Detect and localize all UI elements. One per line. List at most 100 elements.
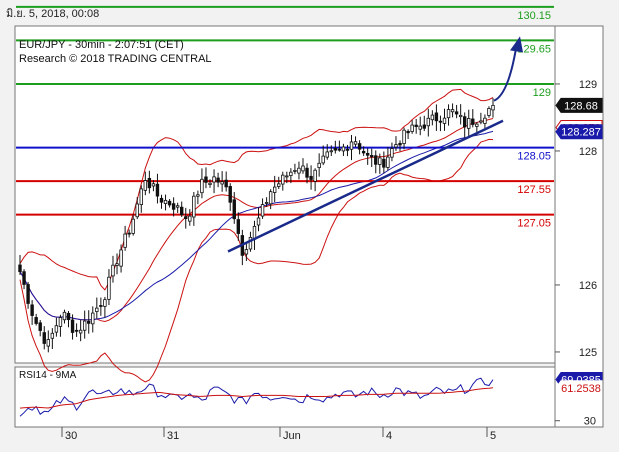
candle-body — [42, 332, 46, 344]
candle-body — [414, 124, 418, 127]
candle-body — [426, 117, 431, 127]
candle-body — [244, 249, 249, 255]
candle-body — [188, 215, 192, 222]
candle-body — [74, 329, 79, 332]
candle-body — [454, 111, 459, 115]
candle-body — [54, 325, 59, 333]
rsi-label-text: 61.2538 — [561, 383, 601, 395]
candle-body — [139, 188, 143, 205]
candle-body — [50, 332, 55, 339]
candle-body — [309, 175, 313, 180]
candle-body — [398, 142, 402, 146]
chart-title: EUR/JPY - 30min - 2:07:51 (CET) — [19, 39, 184, 51]
candle-body — [394, 144, 398, 148]
candle-body — [192, 195, 196, 218]
candle-body — [30, 304, 34, 316]
candle-body — [349, 141, 354, 150]
trendline — [227, 119, 504, 253]
level-label: 130.15 — [517, 10, 551, 22]
candle-body — [204, 176, 208, 183]
candle-body — [361, 150, 366, 154]
candle-body — [38, 322, 42, 331]
candle-body — [285, 175, 289, 178]
candle-body — [333, 147, 338, 151]
rsi-y-tick-label: 30 — [584, 416, 596, 428]
candle-body — [22, 271, 26, 285]
price-label-box — [555, 97, 603, 113]
candle-body — [446, 109, 451, 119]
trend-annotations — [227, 36, 523, 253]
candle-body — [127, 232, 131, 235]
candle-body — [281, 174, 285, 185]
candle-body — [163, 199, 168, 204]
candle-body — [402, 129, 406, 144]
candle-body — [430, 114, 435, 121]
candle-body — [180, 206, 184, 216]
candle-body — [365, 152, 370, 156]
candle-body — [111, 264, 115, 277]
chart-subtitle: Research © 2018 TRADING CENTRAL — [19, 53, 212, 65]
candle-body — [91, 312, 95, 325]
candle-body — [115, 263, 119, 266]
candle-body — [175, 205, 180, 208]
candle-body — [434, 112, 439, 122]
timestamp: มิ.ย. 5, 2018, 00:08 — [6, 8, 100, 20]
candle-body — [475, 123, 479, 127]
candle-body — [171, 203, 176, 210]
candle-body — [345, 148, 350, 151]
candle-body — [491, 104, 495, 111]
y-axis-ticks: 125 126 128 129 30 — [555, 79, 597, 428]
candle-body — [123, 233, 127, 248]
candle-body — [471, 118, 475, 125]
candle-body — [151, 183, 156, 187]
candle-body — [264, 202, 269, 204]
candle-body — [378, 157, 382, 165]
candle-body — [479, 120, 483, 123]
candle-body — [305, 167, 309, 178]
candle-body — [277, 183, 281, 187]
candle-body — [82, 320, 87, 331]
candle-body — [370, 155, 374, 158]
candle-body — [297, 167, 301, 174]
candle-body — [301, 165, 305, 172]
candle-body — [450, 109, 455, 113]
level-label: 129 — [533, 87, 551, 99]
candle-body — [418, 125, 422, 130]
candle-body — [200, 178, 204, 194]
candle-body — [119, 249, 123, 267]
level-label: 127.55 — [517, 184, 551, 196]
rsi-title: RSI14 - 9MA — [19, 370, 77, 381]
candle-body — [463, 116, 467, 128]
candle-body — [26, 284, 30, 304]
y-tick-label: 128 — [579, 146, 597, 158]
forecast-arrow-shaft — [493, 48, 517, 102]
bollinger-upper — [19, 88, 494, 291]
candle-body — [272, 186, 277, 193]
x-tick-label: 31 — [167, 430, 179, 442]
candle-body — [155, 183, 160, 197]
rsi-lines — [19, 377, 494, 417]
candle-body — [321, 155, 325, 164]
candle-body — [406, 130, 410, 134]
candle-body — [438, 120, 443, 123]
rsi-label-box — [555, 380, 603, 396]
candle-body — [256, 217, 261, 226]
forecast-arrow-head — [510, 36, 523, 53]
y-tick-label: 126 — [579, 280, 597, 292]
candle-body — [410, 124, 414, 132]
candle-body — [107, 276, 111, 300]
candle-body — [18, 264, 22, 273]
candle-body — [374, 155, 378, 165]
candle-body — [232, 199, 236, 220]
x-tick-label: 5 — [490, 430, 496, 442]
candle-body — [184, 216, 188, 220]
moving-average-line — [19, 130, 494, 321]
candle-body — [313, 169, 317, 182]
candle-body — [147, 177, 152, 189]
x-tick-label: Jun — [283, 430, 301, 442]
levels: 130.15 129.65 129 128.05 127.55 127.05 — [16, 5, 554, 230]
level-label: 128.05 — [517, 151, 551, 163]
x-tick-label: 4 — [386, 430, 392, 442]
candle-body — [487, 108, 491, 116]
candle-body — [34, 317, 38, 324]
